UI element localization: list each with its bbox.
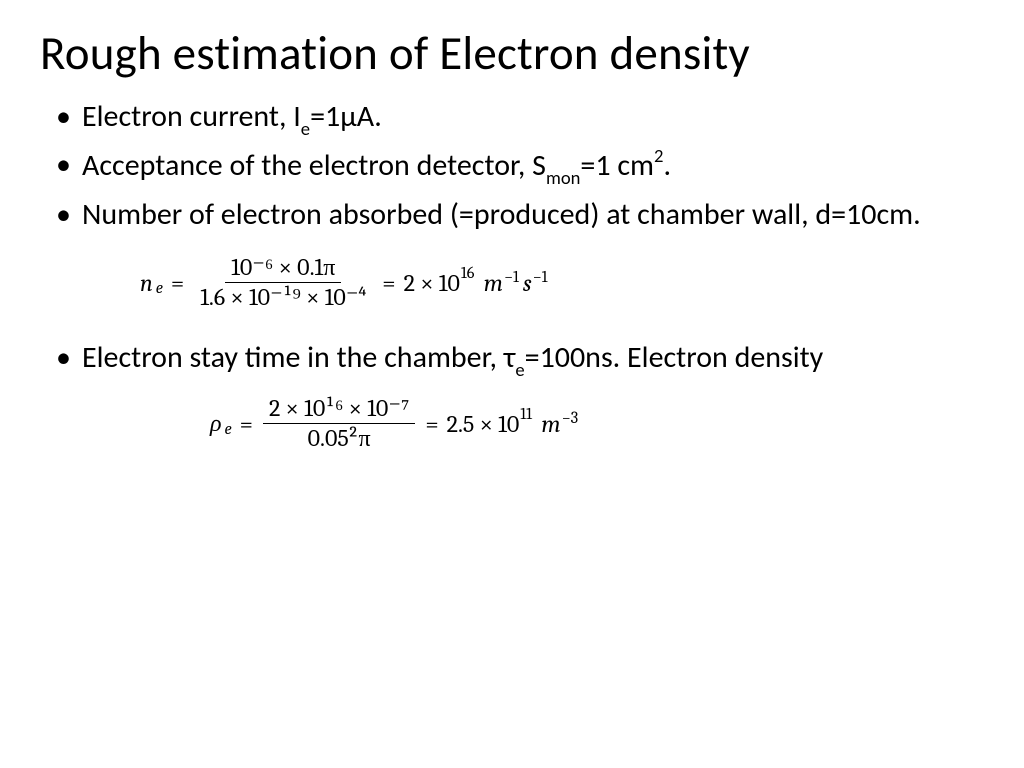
- bullet-list-2: Electron stay time in the chamber, τe=10…: [40, 339, 984, 380]
- eq2-numerator: 2 × 10¹⁶ × 10⁻⁷: [263, 394, 415, 425]
- eq1-equals-2: =: [382, 269, 395, 297]
- bullet-1-sub: e: [301, 117, 310, 140]
- eq2-equals-1: =: [240, 410, 253, 438]
- bullet-4-pre: Electron stay time in the chamber, τ: [82, 339, 515, 376]
- eq1-denominator: 1.6 × 10⁻¹⁹ × 10⁻⁴: [194, 283, 372, 313]
- bullet-3: Number of electron absorbed (=produced) …: [52, 196, 984, 234]
- eq1-lhs-var: n: [140, 269, 153, 297]
- eq1-fraction: 10⁻⁶ × 0.1π 1.6 × 10⁻¹⁹ × 10⁻⁴: [194, 253, 372, 313]
- bullet-4-sub: e: [515, 358, 524, 381]
- bullet-2-sub: mon: [546, 166, 580, 189]
- bullet-1-pre: Electron current, I: [82, 98, 301, 135]
- eq1-unit-2: s−1: [523, 269, 548, 297]
- bullet-2-mid: =1 cm: [580, 147, 654, 184]
- bullet-4: Electron stay time in the chamber, τe=10…: [52, 339, 984, 380]
- eq1-rhs-exp: 16: [461, 264, 475, 283]
- eq2-denominator: 0.05²π: [302, 424, 377, 454]
- eq1-unit1-base: m: [484, 269, 503, 297]
- eq1-lhs-sub: e: [156, 279, 163, 298]
- eq2-fraction: 2 × 10¹⁶ × 10⁻⁷ 0.05²π: [263, 394, 415, 454]
- eq1-unit2-base: s: [523, 269, 532, 297]
- bullet-2-post: .: [663, 147, 671, 184]
- eq2-unit1-exp: −3: [562, 409, 579, 428]
- eq2-unit1-base: m: [541, 410, 560, 438]
- bullet-2: Acceptance of the electron detector, Smo…: [52, 146, 984, 188]
- bullet-1: Electron current, Ie=1μA.: [52, 98, 984, 139]
- eq2-lhs-var: ρ: [210, 409, 222, 438]
- eq2-rhs-val: 2.5 × 10: [447, 410, 520, 438]
- eq1-unit2-exp: −1: [533, 268, 548, 287]
- slide: Rough estimation of Electron density Ele…: [0, 0, 1024, 768]
- slide-title: Rough estimation of Electron density: [40, 28, 984, 80]
- eq1-unit-1: m−1: [478, 269, 518, 297]
- bullet-2-sup: 2: [654, 144, 663, 167]
- eq1-numerator: 10⁻⁶ × 0.1π: [225, 253, 341, 284]
- eq2-rhs-exp: 11: [520, 405, 532, 424]
- eq1-equals-1: =: [171, 269, 184, 297]
- eq1-unit1-exp: −1: [504, 268, 519, 287]
- bullet-2-pre: Acceptance of the electron detector, S: [82, 147, 546, 184]
- bullet-1-post: =1μA.: [310, 98, 382, 135]
- bullet-list: Electron current, Ie=1μA. Acceptance of …: [40, 98, 984, 235]
- eq2-lhs-sub: e: [225, 420, 232, 439]
- equation-2: ρe = 2 × 10¹⁶ × 10⁻⁷ 0.05²π = 2.5 × 1011…: [210, 394, 984, 454]
- bullet-4-post: =100ns. Electron density: [525, 339, 824, 376]
- eq2-equals-2: =: [425, 410, 438, 438]
- eq2-unit-1: m−3: [536, 410, 578, 438]
- eq1-rhs-val: 2 × 10: [404, 269, 460, 297]
- equation-1: ne = 10⁻⁶ × 0.1π 1.6 × 10⁻¹⁹ × 10⁻⁴ = 2 …: [140, 253, 984, 313]
